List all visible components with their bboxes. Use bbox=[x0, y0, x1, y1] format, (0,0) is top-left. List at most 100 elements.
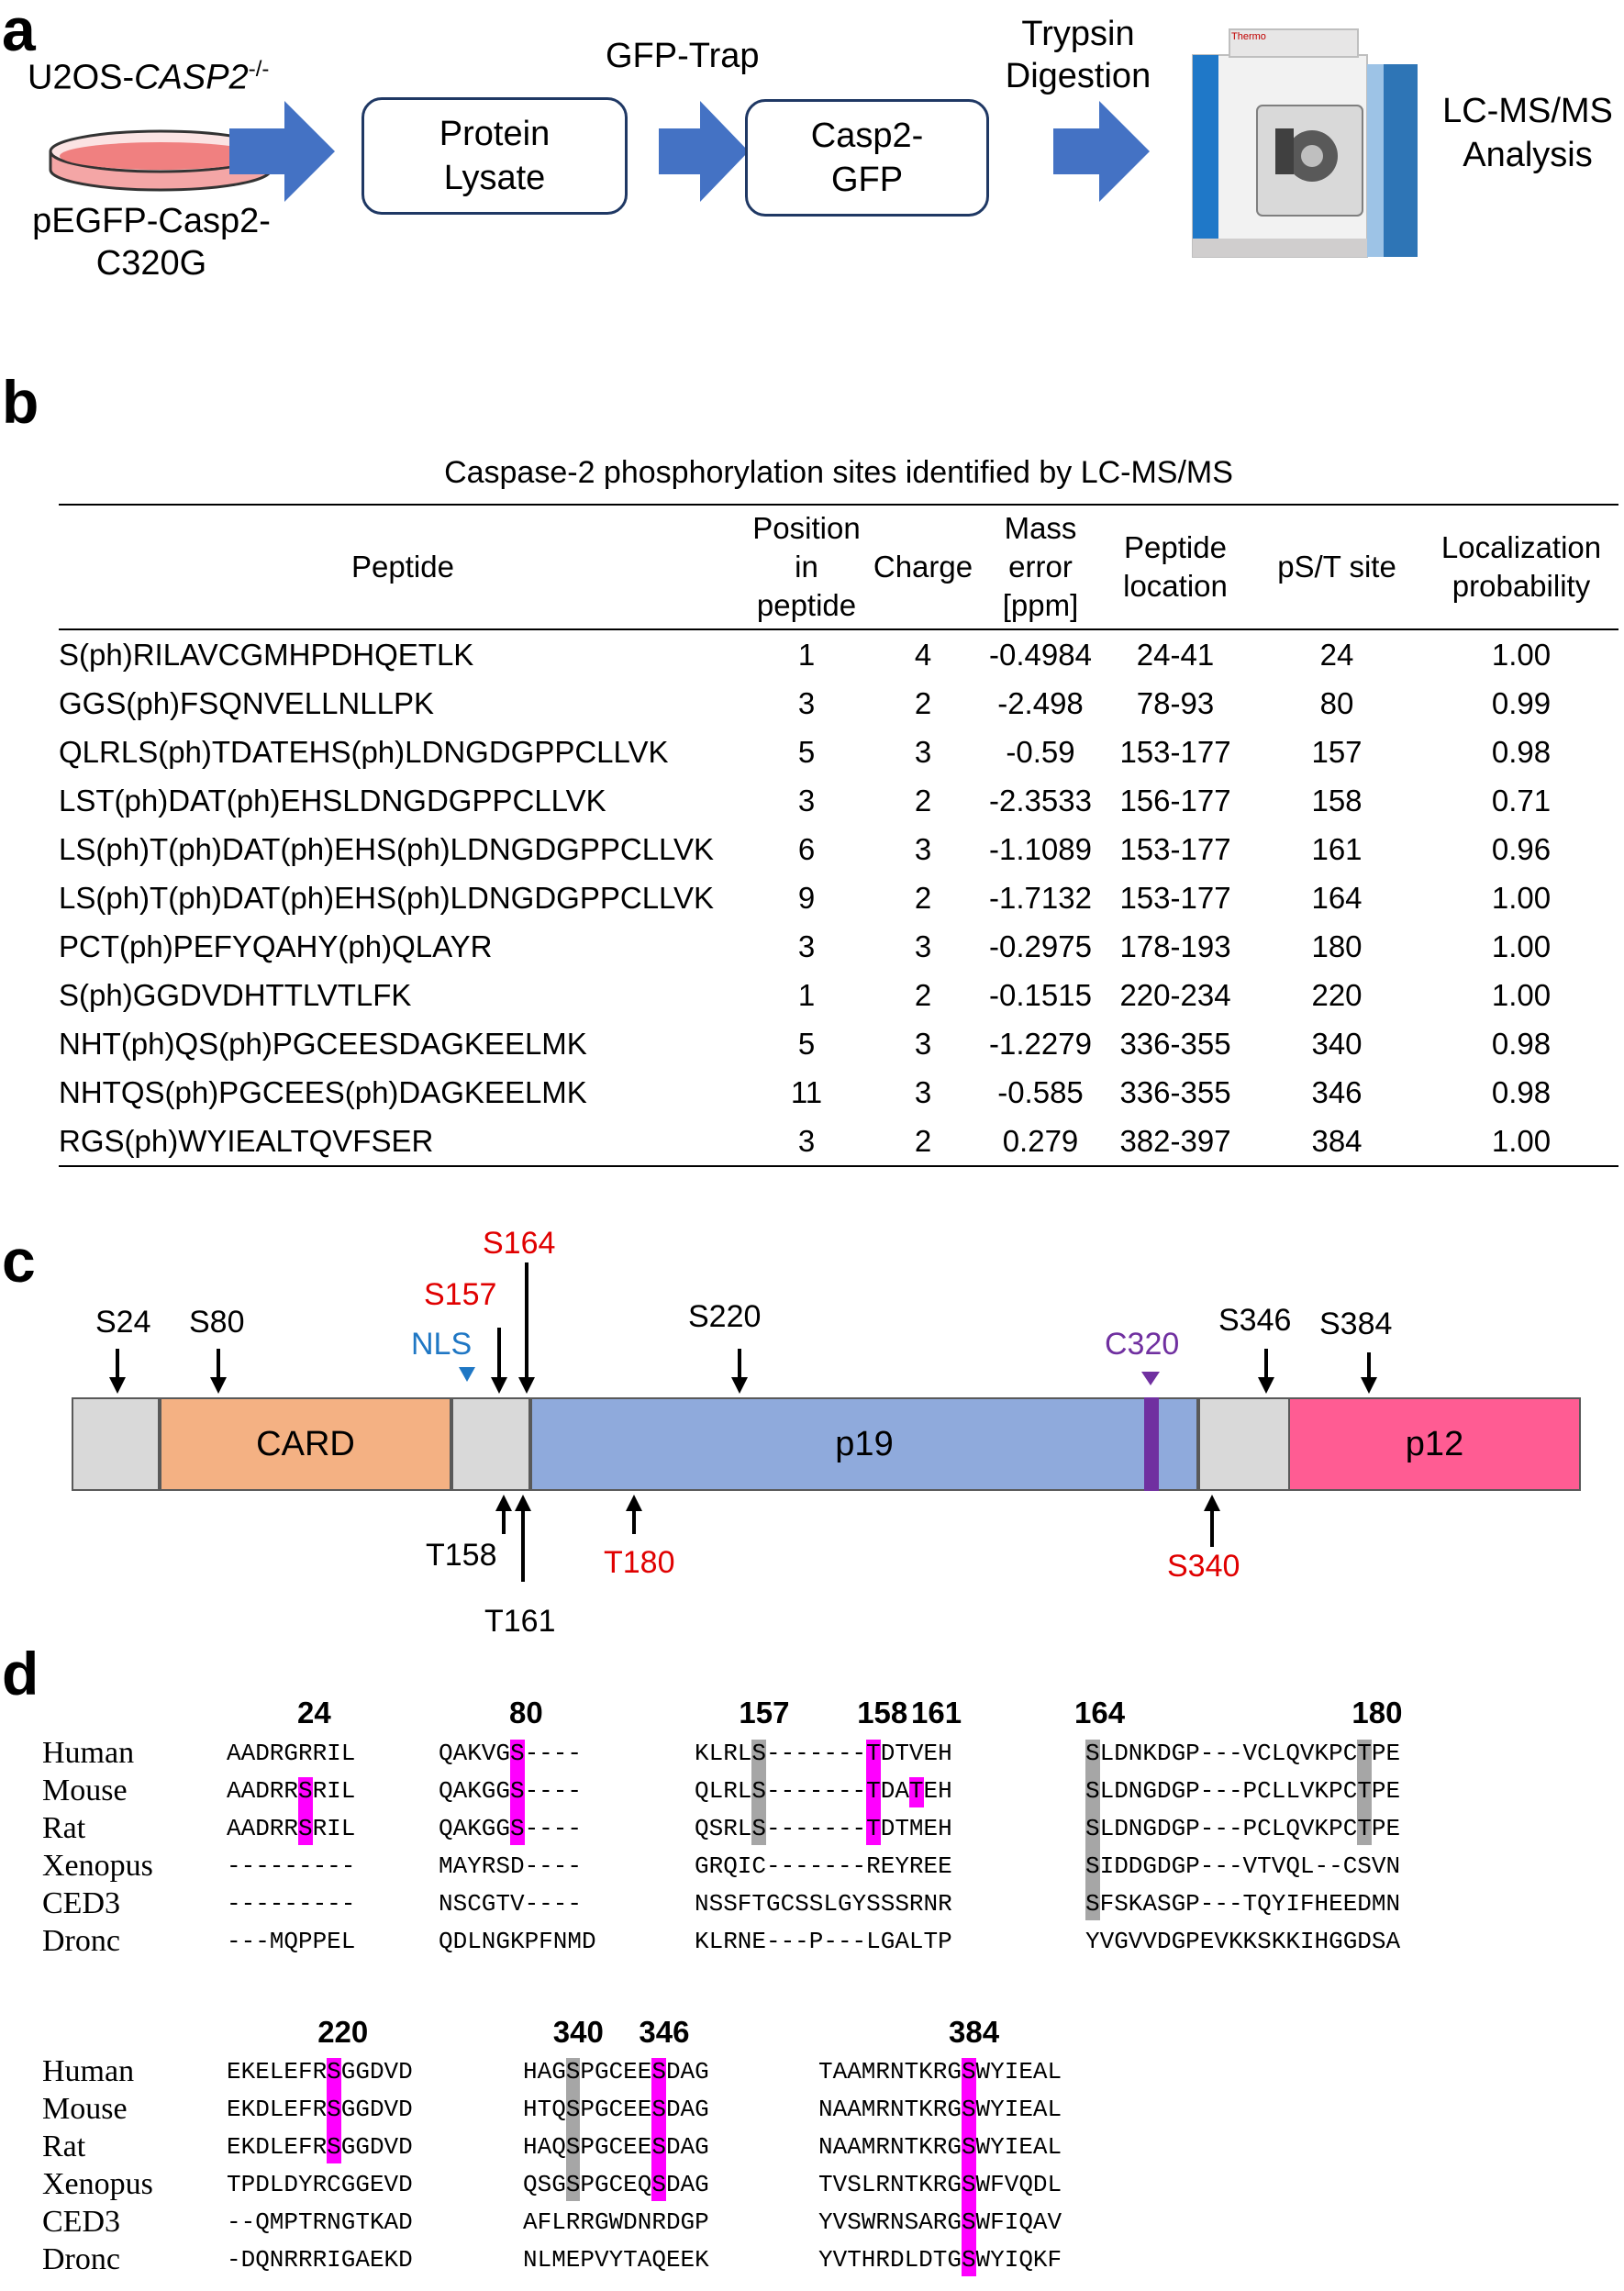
linker-region-1 bbox=[72, 1397, 160, 1491]
lcms-label-line1: LC-MS/MS bbox=[1442, 92, 1613, 130]
sequence-row: HAGSPGCEESDAG bbox=[523, 2058, 709, 2085]
alignment-position-label: 157 bbox=[739, 1696, 790, 1729]
sequence-row: MAYRSD---- bbox=[439, 1852, 582, 1880]
cell-peptide: S(ph)RILAVCGMHPDHQETLK bbox=[59, 638, 474, 672]
p19-label: p19 bbox=[835, 1424, 894, 1463]
table-row: S(ph)GGDVDHTTLVTLFK 1 2 -0.1515 220-234 220 1.… bbox=[59, 971, 1618, 1019]
conserved-highlight bbox=[565, 2058, 581, 2201]
arrow-s80 bbox=[210, 1349, 227, 1394]
cell-peptide: RGS(ph)WYIEALTQVFSER bbox=[59, 1124, 434, 1158]
card-label: CARD bbox=[256, 1424, 355, 1463]
cell-position: 1 bbox=[797, 978, 816, 1012]
table-row: GGS(ph)FSQNVELLNLLPK 3 2 -2.498 78-93 80 0.99 bbox=[59, 679, 1618, 728]
cell-peptide: PCT(ph)PEFYQAHY(ph)QLAYR bbox=[59, 929, 493, 963]
sequence-row: ---MQPPEL bbox=[227, 1928, 356, 1955]
cell-position: 9 bbox=[797, 881, 816, 915]
cell-line-label: U2OS-CASP2-/- bbox=[28, 57, 269, 98]
arrow-s220 bbox=[731, 1349, 748, 1394]
cell-charge: 3 bbox=[914, 1075, 932, 1109]
cell-peptide: LS(ph)T(ph)DAT(ph)EHS(ph)LDNGDGPPCLLVK bbox=[59, 881, 714, 915]
site-arrows bbox=[109, 1262, 1377, 1582]
species-label: CED3 bbox=[42, 1886, 120, 1920]
arrow-3-icon bbox=[1053, 101, 1150, 202]
cell-site: 164 bbox=[1311, 881, 1363, 915]
cell-probability: 1.00 bbox=[1491, 1124, 1552, 1158]
arrow-t158 bbox=[495, 1495, 512, 1534]
table-body: S(ph)RILAVCGMHPDHQETLK 1 4 -0.4984 24-41 24 1.… bbox=[59, 629, 1618, 1166]
sequence-row: SLDNGDGP---PCLLVKPCTPE bbox=[1085, 1777, 1401, 1805]
sequence-row: AADRRSRIL bbox=[227, 1777, 356, 1805]
sequence-row: QAKGGS---- bbox=[439, 1777, 582, 1805]
cell-mass-error: -0.59 bbox=[1006, 735, 1075, 769]
sequence-row: --------- bbox=[227, 1852, 356, 1880]
cell-site: 24 bbox=[1319, 638, 1354, 672]
c320-marker bbox=[1144, 1397, 1159, 1491]
p12-label: p12 bbox=[1405, 1424, 1464, 1463]
alignment-position-label: 220 bbox=[317, 2015, 369, 2049]
cell-position: 3 bbox=[797, 686, 816, 720]
cell-probability: 1.00 bbox=[1491, 929, 1552, 963]
species-label: Human bbox=[42, 1736, 135, 1770]
cell-mass-error: -1.7132 bbox=[989, 881, 1092, 915]
table-row: S(ph)RILAVCGMHPDHQETLK 1 4 -0.4984 24-41 24 1.… bbox=[59, 629, 1618, 679]
arrow-s340 bbox=[1204, 1495, 1220, 1547]
phosphosite-highlight bbox=[962, 2058, 976, 2276]
arrow-s384 bbox=[1361, 1352, 1377, 1394]
arrow-2-icon bbox=[659, 101, 749, 202]
cell-site: 157 bbox=[1311, 735, 1363, 769]
cell-peptide: GGS(ph)FSQNVELLNLLPK bbox=[59, 686, 434, 720]
p19-domain: p19 bbox=[530, 1397, 1198, 1491]
arrow-1-icon bbox=[229, 101, 335, 202]
cell-charge: 3 bbox=[914, 1027, 932, 1061]
table-row: LS(ph)T(ph)DAT(ph)EHS(ph)LDNGDGPPCLLVK 6 3… bbox=[59, 825, 1618, 873]
cell-site: 220 bbox=[1311, 978, 1363, 1012]
sequence-row: KLRNE---P---LGALTP bbox=[695, 1928, 952, 1955]
cell-line-gene: CASP2 bbox=[134, 58, 249, 97]
alignment-position-label: 161 bbox=[911, 1696, 962, 1729]
cell-position: 3 bbox=[797, 784, 816, 817]
cell-site: 158 bbox=[1311, 784, 1363, 817]
sequence-row: SLDNKDGP---VCLQVKPCTPE bbox=[1085, 1740, 1401, 1767]
sequence-row: QSRLS-------TDTMEH bbox=[695, 1815, 952, 1842]
sequence-row: NLMEPVYTAQEEK bbox=[523, 2246, 709, 2274]
table-row: QLRLS(ph)TDATEHS(ph)LDNGDGPPCLLVK 5 3 -0.59… bbox=[59, 728, 1618, 776]
mass-spectrometer-icon bbox=[1192, 28, 1418, 258]
table-row: LST(ph)DAT(ph)EHSLDNGDGPPCLLVK 3 2 -2.3533 1… bbox=[59, 776, 1618, 825]
sequence-row: QAKGGS---- bbox=[439, 1815, 582, 1842]
cell-line-sup: -/- bbox=[248, 57, 270, 82]
site-label-s220: S220 bbox=[688, 1299, 762, 1334]
site-label-s384: S384 bbox=[1319, 1307, 1393, 1341]
linker-region-2 bbox=[451, 1397, 530, 1491]
sequence-row: NSSFTGCSSLGYSSSRNR bbox=[695, 1890, 952, 1918]
cell-position: 1 bbox=[797, 638, 816, 672]
panel-b-label: b bbox=[2, 368, 39, 436]
cell-probability: 1.00 bbox=[1491, 881, 1552, 915]
alignment-position-label: 384 bbox=[949, 2015, 1000, 2049]
sequence-row: TAAMRNTKRGSWYIEAL bbox=[818, 2058, 1062, 2085]
alignment-position-label: 80 bbox=[509, 1696, 543, 1729]
culture-dish-icon bbox=[49, 129, 273, 192]
cell-charge: 3 bbox=[914, 832, 932, 866]
cell-probability: 1.00 bbox=[1491, 638, 1552, 672]
cell-mass-error: -0.4984 bbox=[989, 638, 1092, 672]
cell-position: 5 bbox=[797, 1027, 816, 1061]
site-label-t158: T158 bbox=[426, 1538, 497, 1573]
alignment-position-label: 346 bbox=[639, 2015, 690, 2049]
site-label-s346: S346 bbox=[1218, 1303, 1292, 1338]
cell-site: 384 bbox=[1311, 1124, 1363, 1158]
gfp-trap-label: GFP-Trap bbox=[606, 37, 760, 75]
col-prob-header: Localization probability bbox=[1424, 505, 1618, 629]
sequence-row: QLRLS-------TDATEH bbox=[695, 1777, 952, 1805]
table-row: LS(ph)T(ph)DAT(ph)EHS(ph)LDNGDGPPCLLVK 9 2… bbox=[59, 873, 1618, 922]
table-header-row: Peptide Position in peptide Charge Mass err… bbox=[59, 505, 1618, 629]
prob-header-l1: Localization bbox=[1440, 530, 1602, 564]
cell-probability: 0.96 bbox=[1491, 832, 1552, 866]
casp2-gfp-box: Casp2- GFP bbox=[745, 99, 989, 217]
cell-probability: 0.99 bbox=[1491, 686, 1552, 720]
cell-position: 5 bbox=[797, 735, 816, 769]
location-header-l2: location bbox=[1123, 569, 1228, 603]
trypsin-label-line1: Trypsin bbox=[1021, 15, 1135, 53]
sequence-row: NSCGTV---- bbox=[439, 1890, 582, 1918]
cell-mass-error: -0.2975 bbox=[989, 929, 1092, 963]
sequence-row: EKDLEFRSGGDVD bbox=[227, 2133, 413, 2161]
